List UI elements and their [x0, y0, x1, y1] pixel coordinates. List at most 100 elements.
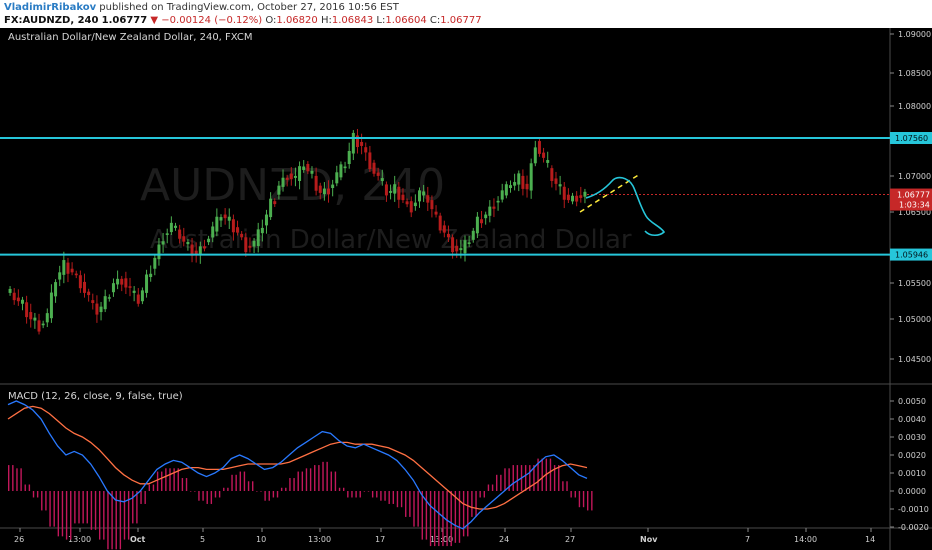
candle[interactable]: [12, 288, 16, 305]
candle[interactable]: [463, 235, 467, 262]
candle[interactable]: [37, 313, 41, 335]
candle[interactable]: [236, 220, 240, 236]
candle[interactable]: [260, 219, 264, 242]
candle[interactable]: [20, 296, 24, 311]
candle[interactable]: [111, 278, 115, 297]
candle[interactable]: [227, 208, 231, 229]
candle[interactable]: [335, 165, 339, 187]
candle[interactable]: [70, 262, 74, 276]
candle[interactable]: [277, 180, 281, 200]
candle[interactable]: [116, 270, 120, 290]
candle[interactable]: [120, 275, 124, 292]
projection-drawing[interactable]: [585, 176, 666, 237]
candle[interactable]: [355, 128, 359, 154]
candle[interactable]: [91, 293, 95, 310]
candle[interactable]: [231, 214, 235, 241]
signal-line[interactable]: [7, 405, 588, 510]
candle[interactable]: [434, 205, 438, 218]
candle[interactable]: [438, 212, 442, 234]
trendline-drawing[interactable]: [579, 173, 641, 213]
candle[interactable]: [508, 180, 512, 193]
candle[interactable]: [25, 295, 29, 324]
candle[interactable]: [8, 286, 12, 296]
candle[interactable]: [269, 192, 273, 220]
candle[interactable]: [513, 173, 517, 191]
candle[interactable]: [87, 288, 91, 302]
candle[interactable]: [190, 238, 194, 263]
candle[interactable]: [132, 286, 136, 302]
candle[interactable]: [397, 182, 401, 209]
candle[interactable]: [264, 209, 268, 234]
candle[interactable]: [446, 225, 450, 242]
candle[interactable]: [107, 294, 111, 302]
macd-axis[interactable]: 0.0050 0.0040 0.0030 0.0020 0.0010 0.000…: [890, 397, 929, 532]
candle[interactable]: [29, 303, 33, 328]
candle[interactable]: [554, 171, 558, 191]
candle[interactable]: [202, 239, 206, 252]
candle[interactable]: [405, 198, 409, 208]
candle[interactable]: [161, 232, 165, 253]
candle[interactable]: [45, 308, 49, 328]
candle[interactable]: [504, 181, 508, 199]
candle[interactable]: [186, 239, 190, 251]
projection-curve[interactable]: [585, 176, 666, 237]
candle[interactable]: [500, 183, 504, 203]
candle[interactable]: [413, 194, 417, 211]
candle[interactable]: [566, 188, 570, 203]
candle[interactable]: [393, 175, 397, 202]
candle[interactable]: [389, 184, 393, 200]
candle[interactable]: [380, 169, 384, 186]
candle[interactable]: [430, 195, 434, 218]
candle[interactable]: [16, 289, 20, 306]
candle[interactable]: [422, 184, 426, 202]
author-link[interactable]: VladimirRibakov: [4, 2, 97, 13]
candle[interactable]: [256, 222, 260, 253]
macd-line[interactable]: [7, 400, 588, 530]
candle[interactable]: [418, 187, 422, 208]
candle[interactable]: [273, 198, 277, 207]
candle[interactable]: [62, 251, 66, 284]
candle[interactable]: [480, 210, 484, 228]
candle[interactable]: [66, 257, 70, 283]
candle[interactable]: [74, 270, 78, 279]
candle[interactable]: [103, 289, 107, 313]
horizontal-levels[interactable]: [0, 137, 890, 256]
candle[interactable]: [215, 208, 219, 237]
candle[interactable]: [178, 224, 182, 244]
candle[interactable]: [401, 188, 405, 203]
candle[interactable]: [376, 167, 380, 181]
candle[interactable]: [302, 160, 306, 173]
candle[interactable]: [368, 145, 372, 172]
macd-histogram[interactable]: [8, 458, 593, 550]
candle[interactable]: [475, 212, 479, 239]
candle[interactable]: [562, 182, 566, 209]
candle[interactable]: [211, 221, 215, 243]
candle[interactable]: [351, 130, 355, 161]
candle[interactable]: [83, 273, 87, 298]
candle[interactable]: [240, 230, 244, 241]
candle[interactable]: [219, 214, 223, 228]
candle[interactable]: [533, 140, 537, 167]
candle[interactable]: [310, 166, 314, 179]
candle[interactable]: [409, 196, 413, 218]
candle[interactable]: [293, 167, 297, 187]
candle[interactable]: [496, 196, 500, 211]
candle[interactable]: [372, 159, 376, 177]
candle[interactable]: [488, 200, 492, 223]
price-axis[interactable]: 1.09000 1.08500 1.08000 1.07000 1.06500 …: [890, 30, 931, 364]
candle[interactable]: [140, 287, 144, 305]
candle[interactable]: [165, 228, 169, 244]
candle[interactable]: [153, 255, 157, 276]
candle[interactable]: [331, 179, 335, 197]
candle[interactable]: [306, 161, 310, 175]
candle[interactable]: [298, 161, 302, 190]
time-axis[interactable]: 26 13:00 Oct 5 10 13:00 17 13:00 24 27 N…: [14, 528, 875, 544]
candle[interactable]: [198, 241, 202, 264]
candle[interactable]: [521, 169, 525, 196]
candle[interactable]: [426, 186, 430, 211]
candle[interactable]: [136, 288, 140, 307]
candle[interactable]: [49, 284, 53, 323]
candle[interactable]: [517, 170, 521, 192]
candle[interactable]: [99, 301, 103, 321]
candle[interactable]: [124, 271, 128, 294]
